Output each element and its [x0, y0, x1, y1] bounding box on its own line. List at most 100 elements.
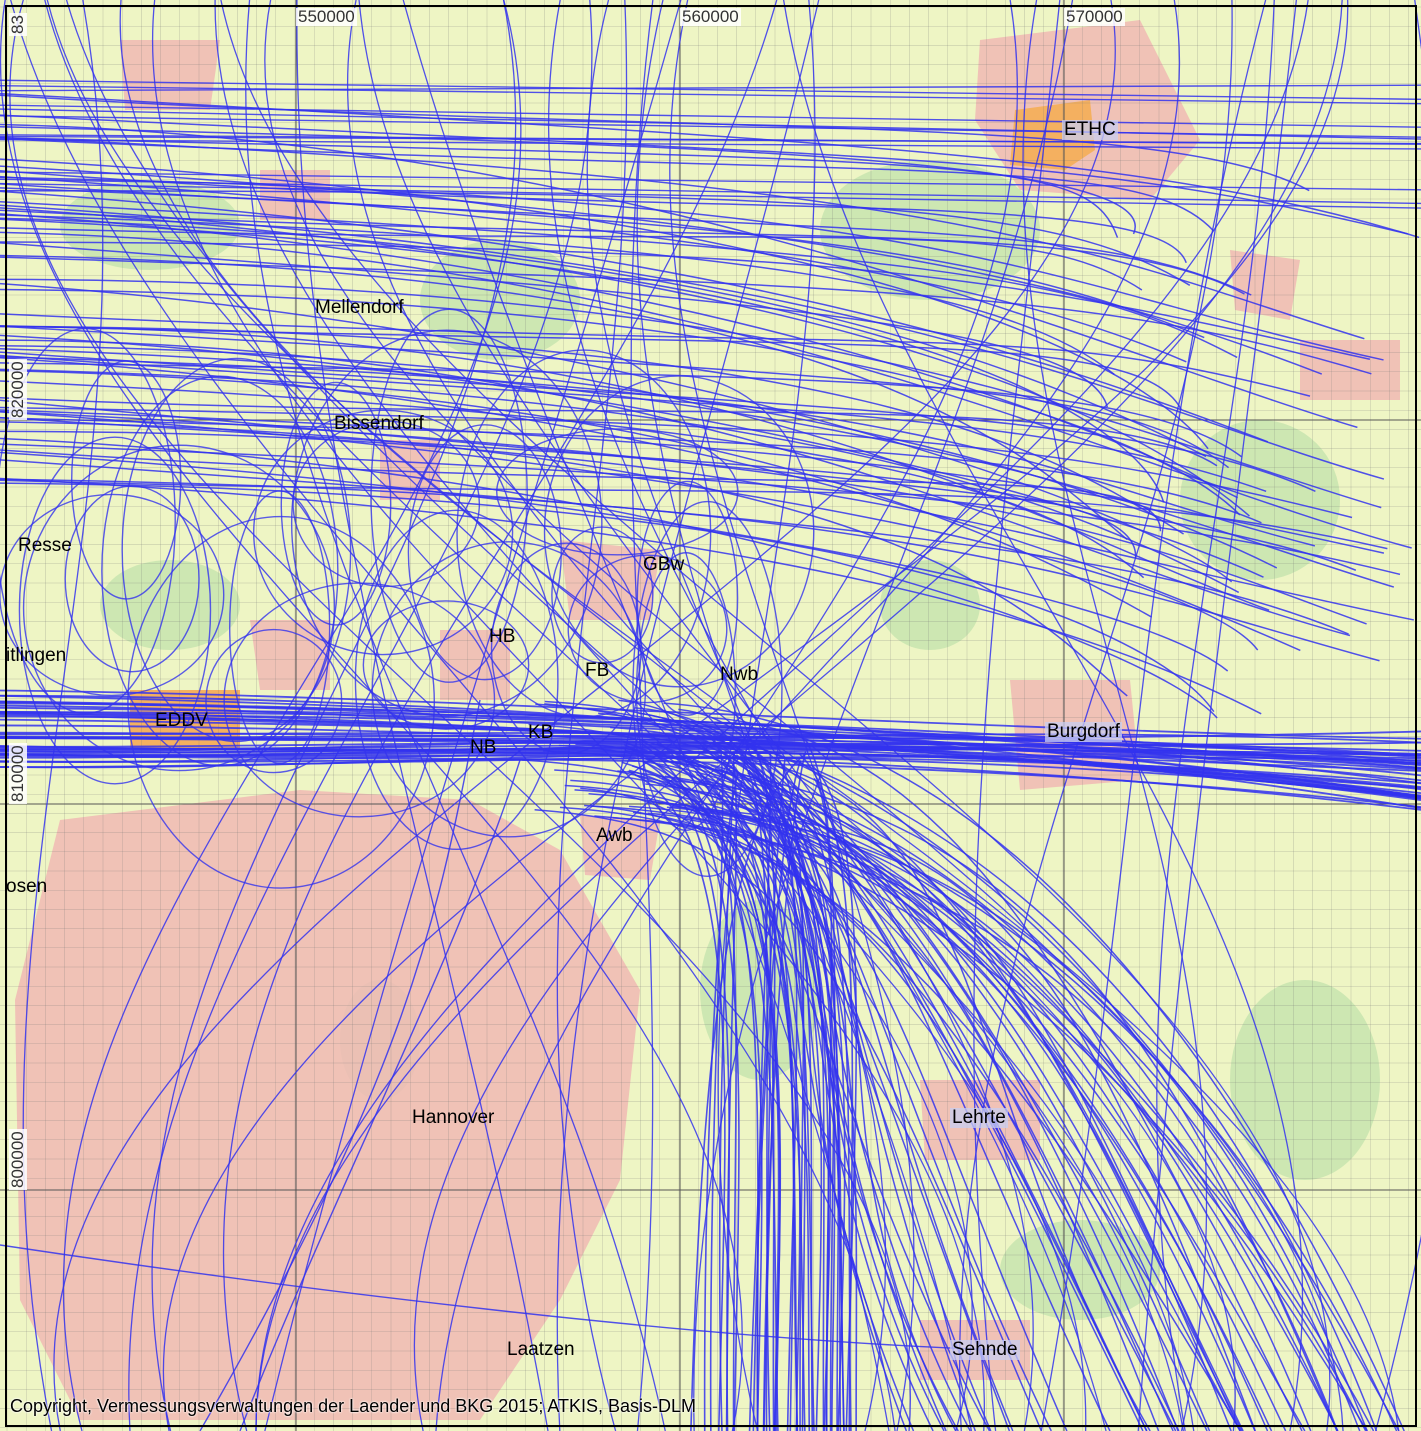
flight-track	[0, 278, 1382, 509]
flight-track	[664, 775, 1269, 1431]
urban-area	[380, 440, 440, 500]
place-label-laatzen: Laatzen	[507, 1339, 575, 1360]
flight-track	[0, 114, 1408, 235]
flight-track	[0, 207, 1250, 517]
grid-tick-x-550000: 550000	[296, 7, 357, 26]
flight-track	[1040, 0, 1267, 1431]
flight-track	[1137, 0, 1298, 1431]
flight-track	[638, 712, 1144, 1431]
flight-track	[0, 136, 1365, 340]
flight-track	[0, 459, 1349, 635]
flight-track	[0, 231, 1412, 549]
flight-track	[959, 0, 1233, 1431]
flight-track	[636, 0, 973, 1431]
flight-track	[685, 760, 799, 1431]
flight-track-loop	[496, 428, 739, 556]
flight-track-loop	[0, 493, 225, 697]
flight-track-loop	[252, 409, 514, 656]
flight-track	[0, 137, 1214, 232]
flight-track	[151, 0, 517, 1431]
flight-track-loop	[370, 308, 528, 683]
airport-ethc-area	[1010, 100, 1095, 170]
flight-track	[762, 751, 807, 1431]
place-label-resse: Resse	[18, 535, 72, 556]
flight-track-loop	[205, 628, 343, 774]
place-label-ethc: ETHC	[1062, 119, 1118, 140]
flight-track	[222, 0, 778, 1431]
flight-track	[128, 0, 593, 1431]
flight-track	[0, 0, 743, 1431]
place-label-kb: KB	[528, 722, 554, 743]
place-label-hb: HB	[489, 626, 516, 647]
flight-track	[718, 751, 735, 1431]
flight-track	[694, 770, 737, 1431]
flight-track	[641, 742, 740, 1431]
grid-tick-y-810000: 810000	[8, 743, 27, 804]
flight-track	[152, 0, 985, 1431]
grid-tick-x-560000: 560000	[680, 7, 741, 26]
flight-track	[0, 282, 1233, 583]
flight-track	[0, 115, 1421, 138]
flight-track	[0, 451, 1229, 672]
flight-track	[0, 1244, 1001, 1351]
flight-track	[0, 178, 1421, 205]
flight-track	[264, 0, 1344, 1431]
flight-track	[618, 699, 1148, 1431]
flight-track	[672, 805, 1256, 1431]
flight-track	[0, 165, 1323, 375]
flight-track	[0, 478, 1380, 662]
flight-track-loop	[632, 500, 783, 878]
flight-track-loop	[229, 490, 331, 764]
flight-track	[642, 761, 779, 1431]
urban-area	[15, 790, 640, 1420]
flight-track-loop	[64, 485, 200, 673]
flight-track	[671, 750, 823, 1431]
flight-track	[239, 759, 521, 1431]
flight-track	[580, 787, 991, 1431]
flight-track	[760, 756, 798, 1431]
flight-track	[703, 780, 1375, 1431]
flight-track	[0, 137, 1119, 238]
flight-track	[0, 171, 1421, 191]
flight-track	[220, 0, 1331, 1431]
flight-track	[657, 764, 858, 1431]
flight-track	[435, 0, 1018, 1431]
flight-track	[62, 0, 522, 1431]
flight-track	[0, 356, 1316, 547]
flight-track	[199, 699, 481, 1431]
flight-track	[358, 0, 1034, 1431]
place-label-lehrte: Lehrte	[950, 1107, 1008, 1128]
flight-track-loop	[636, 480, 739, 716]
flight-track	[630, 0, 654, 1431]
flight-track	[0, 325, 1270, 611]
flight-track-loop	[70, 360, 182, 600]
flight-track	[0, 410, 1367, 625]
flight-track	[119, 0, 1400, 1431]
place-label-osen: osen	[6, 876, 48, 897]
flight-track	[693, 0, 1074, 1431]
urban-area	[120, 40, 220, 110]
flight-track	[556, 0, 628, 1431]
grid-tick-x-570000: 570000	[1064, 7, 1125, 26]
flight-track	[0, 241, 1371, 361]
flight-track	[347, 0, 1185, 1431]
flight-track	[743, 758, 814, 1431]
flight-track	[0, 204, 1385, 480]
place-label-fb: FB	[585, 660, 610, 681]
flight-track	[0, 138, 1421, 150]
flight-track	[0, 254, 1128, 541]
flight-track	[46, 0, 1236, 1431]
flight-track	[53, 0, 1116, 1431]
place-label-hannover: Hannover	[412, 1107, 495, 1128]
flight-track	[0, 339, 1351, 637]
flight-track	[402, 0, 890, 1431]
flight-track	[0, 369, 1152, 618]
flight-track	[679, 726, 959, 1431]
flight-track	[0, 715, 1421, 798]
flight-track	[717, 0, 816, 1431]
flight-track-loop	[543, 375, 815, 688]
flight-track	[255, 0, 1309, 1431]
flight-track	[535, 703, 1378, 1431]
flight-track	[0, 437, 1218, 719]
